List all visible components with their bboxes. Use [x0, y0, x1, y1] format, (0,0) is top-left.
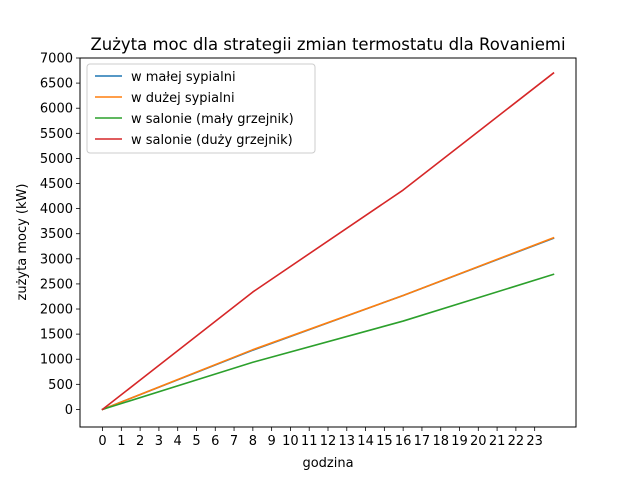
y-tick-label: 5500	[40, 127, 73, 142]
legend-label-1: w małej sypialni	[131, 70, 236, 85]
y-tick-label: 4000	[40, 202, 73, 217]
y-tick-label: 4500	[40, 177, 73, 192]
y-tick-label: 0	[65, 403, 73, 418]
y-tick-label: 3000	[40, 252, 73, 267]
x-tick-label: 22	[508, 434, 525, 449]
legend-label-2: w dużej sypialni	[131, 91, 235, 106]
y-tick-label: 7000	[40, 52, 73, 67]
y-tick-label: 6000	[40, 102, 73, 117]
legend-label-3: w salonie (mały grzejnik)	[131, 112, 294, 127]
x-tick-label: 6	[211, 434, 219, 449]
x-tick-label: 20	[470, 434, 487, 449]
y-tick-label: 500	[48, 378, 73, 393]
x-tick-label: 13	[339, 434, 356, 449]
legend: w małej sypialni w dużej sypialni w saloni…	[86, 63, 316, 154]
x-tick-label: 11	[301, 434, 318, 449]
x-tick-label: 18	[432, 434, 449, 449]
x-tick-label: 10	[282, 434, 299, 449]
x-tick-label: 2	[136, 434, 144, 449]
y-tick-label: 2500	[40, 277, 73, 292]
x-tick-label: 5	[192, 434, 200, 449]
x-tick-label: 3	[155, 434, 163, 449]
x-tick-label: 19	[451, 434, 468, 449]
legend-label-4: w salonie (duży grzejnik)	[131, 133, 293, 148]
x-tick-label: 4	[174, 434, 182, 449]
y-tick-label: 1000	[40, 353, 73, 368]
y-tick-label: 2000	[40, 303, 73, 318]
legend-box	[86, 63, 316, 154]
x-tick-label: 1	[117, 434, 125, 449]
x-tick-label: 7	[230, 434, 238, 449]
y-tick-label: 1500	[40, 328, 73, 343]
chart-title: Zużyta moc dla strategii zmian termostat…	[90, 35, 565, 54]
x-tick-label: 15	[376, 434, 393, 449]
series-line-2	[101, 236, 555, 411]
y-axis: 0 500 1000 1500 2000 2500 3000 3500 4000 4500 5000…	[40, 52, 80, 418]
series-line-4	[101, 71, 555, 411]
series-line-3	[101, 273, 555, 411]
x-tick-label: 0	[98, 434, 106, 449]
y-tick-label: 6500	[40, 77, 73, 92]
x-axis: 0 1 2 3 4 5 6 7 8 9 10 11 12 13 14 15 16 17 18 19 20 21 22 23	[98, 427, 543, 449]
y-tick-label: 5000	[40, 152, 73, 167]
x-tick-label: 23	[526, 434, 543, 449]
x-axis-label: godzina	[302, 456, 353, 471]
plot-lines	[101, 71, 555, 411]
x-tick-label: 12	[320, 434, 337, 449]
y-tick-label: 3500	[40, 227, 73, 242]
x-tick-label: 14	[357, 434, 374, 449]
y-axis-label: zużyta mocy (kW)	[15, 184, 30, 301]
x-tick-label: 8	[249, 434, 257, 449]
x-tick-label: 17	[414, 434, 431, 449]
x-tick-label: 21	[489, 434, 506, 449]
x-tick-label: 9	[267, 434, 275, 449]
x-tick-label: 16	[395, 434, 412, 449]
